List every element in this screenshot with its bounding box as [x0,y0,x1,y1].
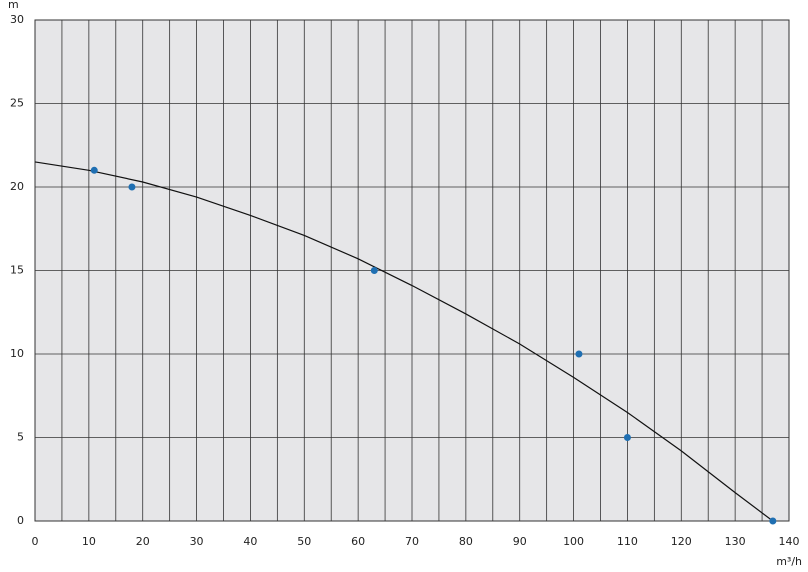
x-tick-label: 10 [82,535,96,548]
x-axis-label: m³/h [776,555,802,568]
y-tick-label: 0 [17,514,24,527]
x-tick-label: 140 [779,535,800,548]
x-tick-label: 110 [617,535,638,548]
y-tick-label: 10 [10,347,24,360]
x-tick-label: 90 [513,535,527,548]
y-tick-label: 20 [10,180,24,193]
x-tick-label: 0 [32,535,39,548]
data-point [90,166,98,174]
x-tick-label: 30 [190,535,204,548]
data-point [769,517,777,525]
x-tick-label: 70 [405,535,419,548]
plot-border [34,19,790,522]
x-tick-label: 120 [671,535,692,548]
x-tick-label: 60 [351,535,365,548]
x-tick-label: 50 [297,535,311,548]
curve [34,161,774,522]
y-tick-label: 15 [10,264,24,277]
y-tick-label: 5 [17,431,24,444]
x-tick-label: 130 [725,535,746,548]
data-point [128,183,136,191]
data-point [575,350,583,358]
y-tick-label: 25 [10,97,24,110]
x-tick-label: 40 [243,535,257,548]
x-tick-label: 100 [563,535,584,548]
data-point [623,434,631,441]
data-point [370,267,378,274]
y-tick-label: 30 [10,13,24,26]
x-tick-label: 20 [136,535,150,548]
y-axis-label: m [8,0,19,11]
x-tick-label: 80 [459,535,473,548]
